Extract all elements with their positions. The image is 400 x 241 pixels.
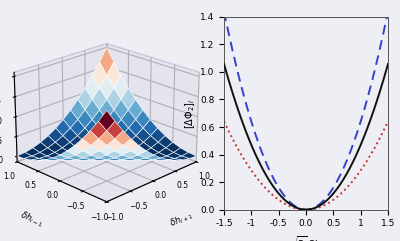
Y-axis label: $\delta h_{i-1}$: $\delta h_{i-1}$ (18, 209, 46, 230)
X-axis label: $\sqrt{2}\,\delta h$: $\sqrt{2}\,\delta h$ (290, 234, 322, 241)
Y-axis label: $[\Delta\Phi_2]_i$: $[\Delta\Phi_2]_i$ (183, 98, 197, 129)
X-axis label: $\delta h_{i+1}$: $\delta h_{i+1}$ (168, 209, 195, 230)
